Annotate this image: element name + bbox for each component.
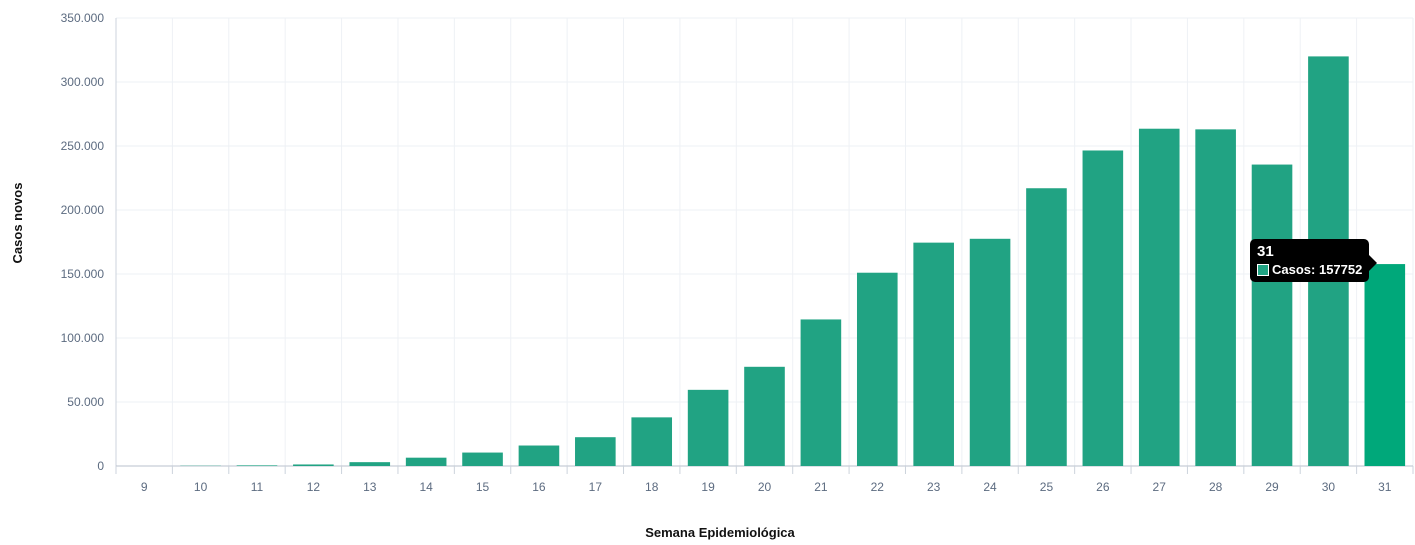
bar	[800, 319, 842, 466]
x-tick-label: 22	[871, 480, 885, 494]
y-tick-label: 350.000	[61, 11, 105, 25]
bars	[123, 56, 1406, 467]
bar	[913, 242, 954, 466]
tooltip-arrow	[1369, 255, 1378, 271]
x-tick-label: 26	[1096, 480, 1110, 494]
bar	[1251, 164, 1293, 466]
x-tick-label: 15	[476, 480, 490, 494]
bar	[1082, 150, 1124, 467]
y-tick-label: 50.000	[67, 395, 104, 409]
bar	[1138, 128, 1180, 466]
x-tick-label: 10	[194, 480, 208, 494]
x-tick-label: 31	[1378, 480, 1392, 494]
y-tick-label: 200.000	[61, 203, 105, 217]
x-tick-label: 25	[1040, 480, 1054, 494]
bar	[293, 464, 334, 466]
x-tick-label: 12	[307, 480, 321, 494]
x-tick-label: 14	[419, 480, 433, 494]
bar	[575, 437, 616, 466]
bar	[631, 417, 673, 466]
x-tick-label: 11	[251, 480, 264, 494]
x-tick-label: 28	[1209, 480, 1223, 494]
x-tick-label: 27	[1153, 480, 1167, 494]
x-tick-label: 24	[983, 480, 997, 494]
bar	[236, 465, 278, 466]
y-tick-label: 0	[97, 459, 104, 473]
x-tick-label: 18	[645, 480, 659, 494]
x-tick-labels: 9 10 11 12 13 14 15 16 17 18 19 20 21 22 23 24 25 26 27 28 2…	[141, 480, 1392, 494]
x-tick-label: 13	[363, 480, 377, 494]
x-tick-label: 21	[814, 480, 828, 494]
x-tick-label: 30	[1322, 480, 1336, 494]
bar	[1026, 188, 1067, 467]
x-tick-label: 29	[1265, 480, 1279, 494]
bar	[1195, 129, 1236, 467]
tooltip-row: Casos: 157752	[1257, 262, 1362, 277]
bar	[856, 272, 898, 466]
bar	[969, 238, 1011, 466]
bar	[518, 445, 560, 466]
y-tick-label: 100.000	[61, 331, 105, 345]
tooltip-title: 31	[1257, 243, 1274, 260]
bar	[744, 366, 785, 466]
bar	[349, 462, 391, 466]
tooltip-value: Casos: 157752	[1272, 262, 1363, 277]
x-axis-title: Semana Epidemiológica	[645, 525, 795, 540]
x-tick-label: 23	[927, 480, 941, 494]
bar	[687, 389, 729, 466]
y-tick-label: 300.000	[61, 75, 105, 89]
y-tick-label: 250.000	[61, 139, 105, 153]
x-tick-label: 16	[532, 480, 546, 494]
bar	[405, 457, 447, 466]
bar	[1364, 264, 1406, 466]
gridlines	[116, 17, 1414, 466]
y-tick-label: 150.000	[61, 267, 105, 281]
bar	[462, 452, 503, 466]
y-axis-title: Casos novos	[10, 183, 25, 264]
x-tick-label: 17	[589, 480, 603, 494]
x-tick-label: 19	[701, 480, 715, 494]
tooltip-color-swatch	[1257, 263, 1269, 276]
bar-tooltip: 31 Casos: 157752	[1250, 239, 1378, 282]
x-tick-label: 9	[141, 480, 148, 494]
y-tick-labels: 0 50.000 100.000 150.000 200.000 250.000 300.0…	[61, 11, 105, 473]
x-tick-label: 20	[758, 480, 772, 494]
